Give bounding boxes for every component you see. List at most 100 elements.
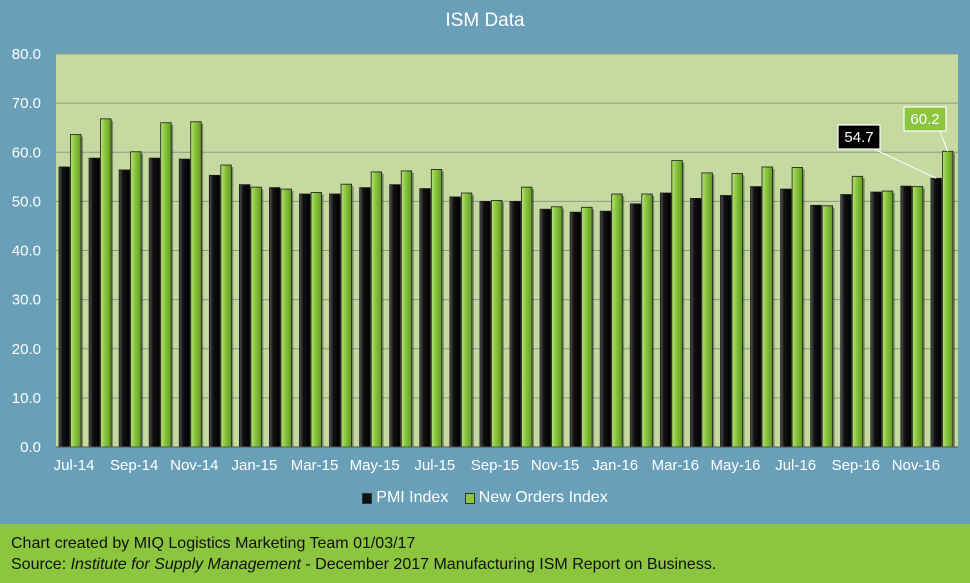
bar-new-orders	[280, 188, 292, 448]
bar-pmi	[690, 198, 702, 448]
chart-plot: 0.0 10.0 20.0 30.0 40.0 50.0 60.0 70.0 80.0 Jul-1…	[12, 46, 958, 474]
bar-pmi	[539, 208, 551, 448]
bar-pmi	[720, 195, 732, 448]
bar-new-orders	[521, 186, 533, 448]
bar-pmi	[629, 203, 642, 448]
x-tick-label: Sep-15	[471, 457, 519, 474]
chart-title: ISM Data	[445, 10, 525, 31]
x-tick-label: Jul-14	[54, 457, 95, 474]
bar-new-orders	[731, 172, 743, 448]
callout-leader	[939, 130, 949, 152]
bar-pmi	[238, 184, 251, 448]
legend-label-pmi: PMI Index	[376, 489, 449, 506]
footer-panel: Chart created by MIQ Logistics Marketing…	[0, 524, 970, 583]
callout-label: 54.7	[844, 129, 873, 146]
source-prefix: Source:	[11, 556, 71, 573]
bar-new-orders	[942, 150, 954, 448]
x-tick-label: Jan-15	[231, 457, 277, 474]
x-tick-label: Mar-16	[652, 457, 700, 474]
bar-new-orders	[310, 192, 322, 448]
bar-new-orders	[70, 134, 82, 448]
bar-pmi	[118, 169, 131, 448]
bar-new-orders	[250, 186, 262, 448]
bar-pmi	[509, 200, 521, 448]
footer-credit: Chart created by MIQ Logistics Marketing…	[11, 535, 416, 552]
y-tick-label: 60.0	[12, 144, 41, 161]
bar-pmi	[599, 210, 612, 448]
y-tick-label: 40.0	[12, 243, 41, 260]
callout-label: 60.2	[910, 111, 939, 128]
footer-source: Source: Institute for Supply Management …	[11, 554, 959, 575]
x-tick-label: Jul-16	[775, 457, 816, 474]
bar-new-orders	[881, 190, 894, 448]
bar-new-orders	[160, 122, 172, 448]
bar-new-orders	[551, 206, 563, 448]
x-tick-label: Sep-14	[110, 457, 158, 474]
chart-legend: PMI Index New Orders Index	[0, 489, 970, 509]
bar-new-orders	[911, 186, 924, 448]
bar-pmi	[208, 174, 221, 448]
bar-new-orders	[761, 166, 773, 448]
bar-new-orders	[641, 193, 653, 448]
bar-pmi	[870, 191, 882, 448]
bar-new-orders	[460, 192, 473, 448]
bar-new-orders	[190, 121, 202, 448]
bar-pmi	[750, 186, 762, 448]
bar-new-orders	[791, 167, 803, 448]
callout-leader	[873, 148, 937, 179]
legend-item-new-orders: New Orders Index	[464, 489, 608, 507]
bar-new-orders	[821, 205, 834, 448]
legend-swatch-new-orders	[464, 492, 475, 504]
bar-new-orders	[491, 199, 503, 448]
source-organization: Institute for Supply Management	[70, 556, 301, 573]
x-tick-label: Nov-16	[892, 457, 940, 474]
bar-pmi	[900, 185, 912, 448]
bar-new-orders	[400, 170, 413, 448]
bar-new-orders	[581, 206, 593, 448]
bar-pmi	[780, 188, 792, 448]
y-tick-label: 50.0	[12, 193, 41, 210]
bar-pmi	[659, 192, 672, 448]
bar-pmi	[479, 200, 491, 448]
y-tick-label: 70.0	[12, 95, 41, 112]
bar-new-orders	[370, 171, 383, 448]
source-details: - December 2017 Manufacturing ISM Report…	[300, 556, 717, 573]
y-tick-label: 0.0	[20, 439, 41, 456]
y-tick-label: 30.0	[12, 292, 41, 309]
bar-new-orders	[851, 175, 864, 448]
bar-pmi	[810, 204, 822, 448]
bar-pmi	[930, 177, 942, 448]
bar-new-orders	[220, 164, 232, 448]
callout-box	[837, 124, 881, 150]
legend-swatch-pmi	[362, 492, 373, 504]
bar-pmi	[359, 187, 371, 448]
bar-new-orders	[340, 183, 353, 448]
x-tick-label: Sep-16	[832, 457, 880, 474]
bar-new-orders	[701, 172, 713, 448]
y-tick-label: 80.0	[12, 46, 41, 63]
bar-pmi	[569, 211, 582, 448]
bar-new-orders	[100, 118, 112, 448]
bar-pmi	[299, 193, 311, 448]
bar-pmi	[88, 157, 100, 448]
chart-area: ISM Data 0.0 10.0 20.0 30.0 40.0 50.0 60.0 70.0…	[0, 10, 970, 509]
bar-pmi	[148, 157, 161, 448]
bar-pmi	[178, 158, 191, 448]
legend-item-pmi: PMI Index	[362, 489, 448, 507]
x-tick-label: May-16	[710, 457, 760, 474]
bar-pmi	[449, 196, 461, 448]
bar-pmi	[389, 184, 401, 448]
bar-new-orders	[430, 169, 443, 448]
bar-new-orders	[671, 160, 683, 448]
x-tick-label: Mar-15	[291, 457, 339, 474]
bar-new-orders	[130, 151, 142, 448]
bar-pmi	[840, 194, 852, 448]
y-tick-label: 10.0	[12, 390, 41, 407]
bar-pmi	[419, 188, 431, 448]
y-tick-label: 20.0	[12, 341, 41, 358]
bar-pmi	[58, 166, 70, 448]
bar-pmi	[329, 193, 341, 448]
x-tick-label: Jan-16	[592, 457, 638, 474]
x-tick-label: Jul-15	[414, 457, 455, 474]
x-tick-label: Nov-14	[170, 457, 218, 474]
